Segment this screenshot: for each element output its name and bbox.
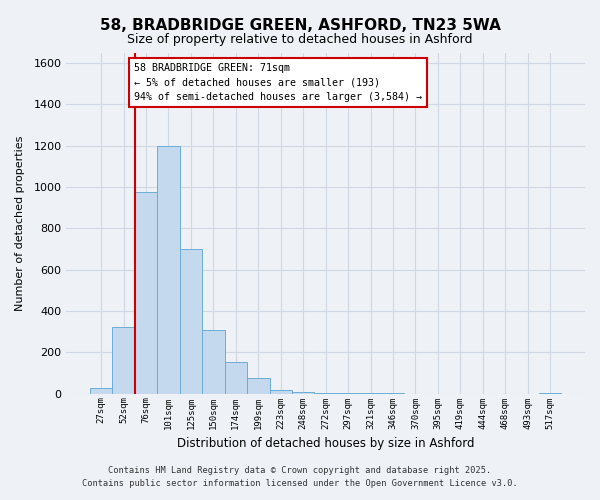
Bar bbox=[292, 392, 314, 394]
Text: Contains HM Land Registry data © Crown copyright and database right 2025.
Contai: Contains HM Land Registry data © Crown c… bbox=[82, 466, 518, 487]
Bar bbox=[180, 249, 202, 394]
Y-axis label: Number of detached properties: Number of detached properties bbox=[15, 136, 25, 311]
Bar bbox=[224, 362, 247, 394]
Text: Size of property relative to detached houses in Ashford: Size of property relative to detached ho… bbox=[127, 32, 473, 46]
Bar bbox=[314, 392, 337, 394]
Bar bbox=[269, 390, 292, 394]
Text: 58, BRADBRIDGE GREEN, ASHFORD, TN23 5WA: 58, BRADBRIDGE GREEN, ASHFORD, TN23 5WA bbox=[100, 18, 500, 32]
Bar bbox=[135, 192, 157, 394]
Bar bbox=[202, 330, 224, 394]
Bar bbox=[90, 388, 112, 394]
Text: 58 BRADBRIDGE GREEN: 71sqm
← 5% of detached houses are smaller (193)
94% of semi: 58 BRADBRIDGE GREEN: 71sqm ← 5% of detac… bbox=[134, 62, 422, 102]
Bar bbox=[112, 328, 135, 394]
Bar bbox=[247, 378, 269, 394]
Bar bbox=[157, 146, 180, 394]
X-axis label: Distribution of detached houses by size in Ashford: Distribution of detached houses by size … bbox=[177, 437, 475, 450]
